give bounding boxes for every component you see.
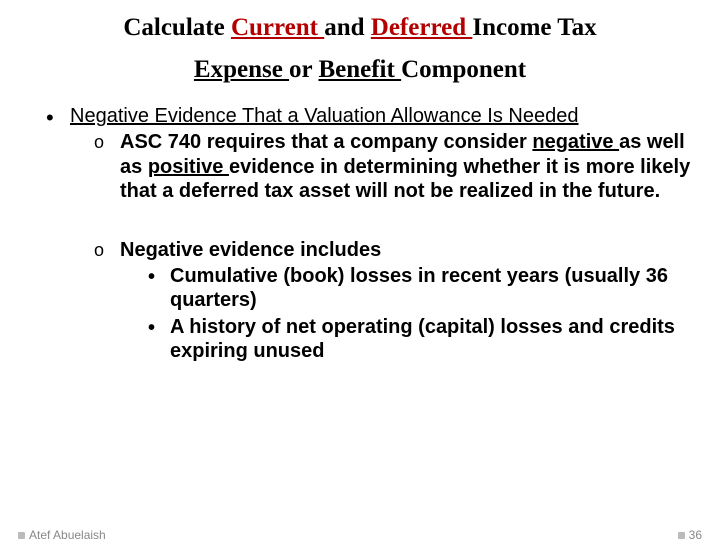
bullet-dot-icon: • — [46, 104, 70, 364]
bullet-level2: o Negative evidence includes • Cumulativ… — [70, 238, 692, 364]
slide-content: • Negative Evidence That a Valuation All… — [0, 104, 720, 364]
p2-lead: Negative evidence includes — [120, 239, 381, 261]
title-part3: and — [324, 14, 371, 41]
p2-bullet-2: A history of net operating (capital) los… — [170, 315, 692, 364]
heading-text: Negative Evidence That a Valuation Allow… — [70, 105, 578, 127]
bullet-level3: • Cumulative (book) losses in recent yea… — [120, 264, 692, 313]
bullet-level3: • A history of net operating (capital) l… — [120, 315, 692, 364]
p1-a: ASC 740 requires that a company consider — [120, 131, 532, 153]
title-part5: Income Tax — [472, 14, 596, 41]
bullet-dot-icon: • — [148, 315, 170, 364]
circle-o-icon: o — [94, 130, 120, 203]
p2-bullet-1: Cumulative (book) losses in recent years… — [170, 264, 692, 313]
slide-title: Calculate Current and Deferred Income Ta… — [0, 14, 720, 42]
p1-d: positive — [148, 156, 229, 178]
paragraph-2: Negative evidence includes • Cumulative … — [120, 238, 692, 364]
subtitle-part2: or — [289, 56, 318, 83]
paragraph-1: ASC 740 requires that a company consider… — [120, 130, 692, 203]
slide-subtitle: Expense or Benefit Component — [0, 56, 720, 84]
subtitle-part1: Expense — [194, 56, 289, 83]
bullet-level1: • Negative Evidence That a Valuation All… — [46, 104, 692, 364]
bullet-body: Negative Evidence That a Valuation Allow… — [70, 104, 692, 364]
subtitle-part3: Benefit — [318, 56, 401, 83]
title-part2-red: Current — [231, 14, 324, 41]
subtitle-part4: Component — [401, 56, 526, 83]
bullet-dot-icon: • — [148, 264, 170, 313]
p1-b: negative — [532, 131, 619, 153]
circle-o-icon: o — [94, 238, 120, 364]
bullet-level2: o ASC 740 requires that a company consid… — [70, 130, 692, 203]
title-part4-red: Deferred — [371, 14, 473, 41]
title-part1: Calculate — [123, 14, 231, 41]
